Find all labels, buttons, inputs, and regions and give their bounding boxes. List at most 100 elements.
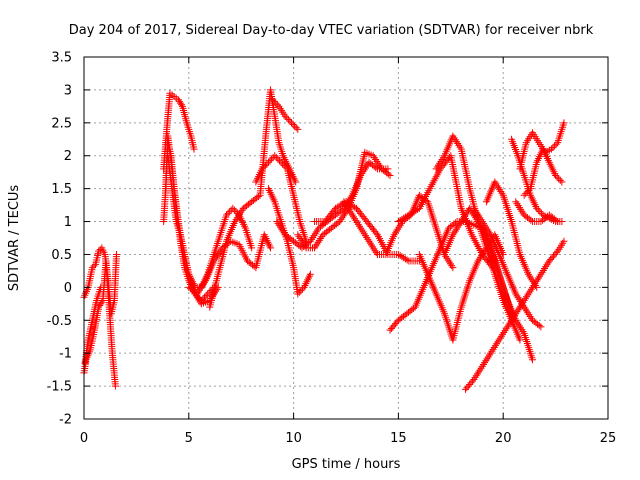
y-tick-label: 2: [64, 149, 72, 164]
series-arc-w: [470, 204, 545, 331]
data-point: [529, 356, 537, 364]
y-tick-label: -0.5: [47, 314, 72, 329]
data-point: [525, 186, 533, 194]
data-point: [274, 155, 282, 163]
data-point: [289, 120, 297, 128]
x-tick-label: 10: [285, 431, 302, 446]
data-point: [552, 140, 560, 148]
data-point: [277, 158, 285, 166]
data-point: [254, 193, 262, 201]
data-point: [193, 292, 201, 300]
data-points: [80, 86, 568, 393]
data-point: [522, 190, 530, 198]
data-point: [177, 101, 185, 109]
y-tick-label: -1: [59, 347, 72, 362]
data-point: [384, 170, 392, 178]
data-point: [294, 125, 302, 133]
data-point: [202, 292, 210, 300]
y-tick-label: 3: [64, 83, 72, 98]
data-point: [280, 162, 288, 170]
data-point: [520, 191, 528, 199]
data-point: [552, 216, 560, 224]
series-arc-j: [252, 152, 310, 245]
data-point: [534, 206, 542, 214]
data-point: [306, 270, 314, 278]
data-point: [281, 112, 289, 120]
y-tick-label: -1.5: [47, 380, 72, 395]
data-point: [288, 119, 296, 127]
data-point: [263, 160, 271, 168]
data-point: [229, 204, 237, 212]
series-arc-x: [482, 178, 541, 291]
data-point: [449, 264, 457, 272]
series-arc-aa: [520, 145, 566, 199]
y-tick-label: 1.5: [51, 182, 72, 197]
data-point: [556, 176, 564, 184]
data-point: [90, 262, 98, 270]
axis-ticks: 0 5 10 15 20 25 -2 -1.5 -1 -0.5 0 0.5 1 1.5 2 2.5 3 3.5: [47, 51, 617, 447]
y-axis-label: SDTVAR / TECUs: [7, 185, 22, 292]
y-tick-label: 3.5: [51, 51, 72, 66]
data-point: [560, 237, 568, 245]
data-point: [88, 264, 96, 272]
data-point: [111, 382, 119, 390]
chart-title: Day 204 of 2017, Sidereal Day-to-day VTE…: [69, 23, 594, 38]
data-point: [97, 283, 105, 291]
data-point: [98, 298, 106, 306]
data-point: [226, 208, 234, 216]
data-point: [334, 219, 342, 227]
data-point: [267, 244, 275, 252]
data-point: [552, 171, 560, 179]
data-point: [297, 287, 305, 295]
data-point: [273, 101, 281, 109]
data-point: [299, 285, 307, 293]
data-point: [266, 157, 274, 165]
data-point: [549, 144, 557, 151]
data-point: [264, 158, 272, 166]
data-point: [271, 152, 279, 160]
plot-frame: [83, 56, 609, 420]
data-point: [551, 142, 559, 150]
data-point: [95, 247, 103, 255]
data-point: [560, 119, 568, 127]
data-point: [197, 297, 205, 305]
x-tick-label: 0: [80, 431, 88, 446]
data-point: [261, 162, 269, 170]
y-tick-label: 0: [64, 281, 72, 296]
data-point: [230, 206, 238, 214]
data-point: [283, 114, 291, 122]
data-point: [533, 204, 541, 212]
data-point: [547, 145, 555, 153]
series-arc-t: [432, 132, 524, 344]
data-point: [555, 175, 563, 183]
data-point: [291, 122, 299, 130]
x-tick-label: 5: [185, 431, 193, 446]
data-point: [286, 117, 294, 125]
data-point: [268, 155, 276, 163]
data-point: [275, 157, 283, 165]
x-tick-label: 20: [495, 431, 512, 446]
data-point: [112, 250, 120, 258]
y-tick-label: -2: [59, 413, 72, 428]
y-tick-label: 2.5: [51, 116, 72, 131]
data-point: [205, 288, 213, 296]
data-point: [393, 318, 401, 326]
series-arc-z: [516, 119, 568, 173]
data-point: [272, 99, 280, 107]
series-arc-r: [394, 152, 497, 272]
data-point: [403, 256, 411, 264]
data-point: [523, 188, 531, 196]
data-point: [553, 173, 561, 181]
data-point: [192, 289, 200, 297]
series-arc-b: [80, 257, 119, 390]
data-point: [533, 283, 541, 291]
x-axis-label: GPS time / hours: [292, 457, 401, 472]
grid-lines: [84, 57, 608, 419]
data-point: [260, 163, 268, 171]
y-tick-label: 0.5: [51, 248, 72, 263]
data-point: [537, 209, 545, 217]
data-point: [295, 288, 303, 296]
data-point: [201, 293, 209, 301]
data-point: [190, 145, 198, 153]
data-point: [527, 216, 535, 224]
